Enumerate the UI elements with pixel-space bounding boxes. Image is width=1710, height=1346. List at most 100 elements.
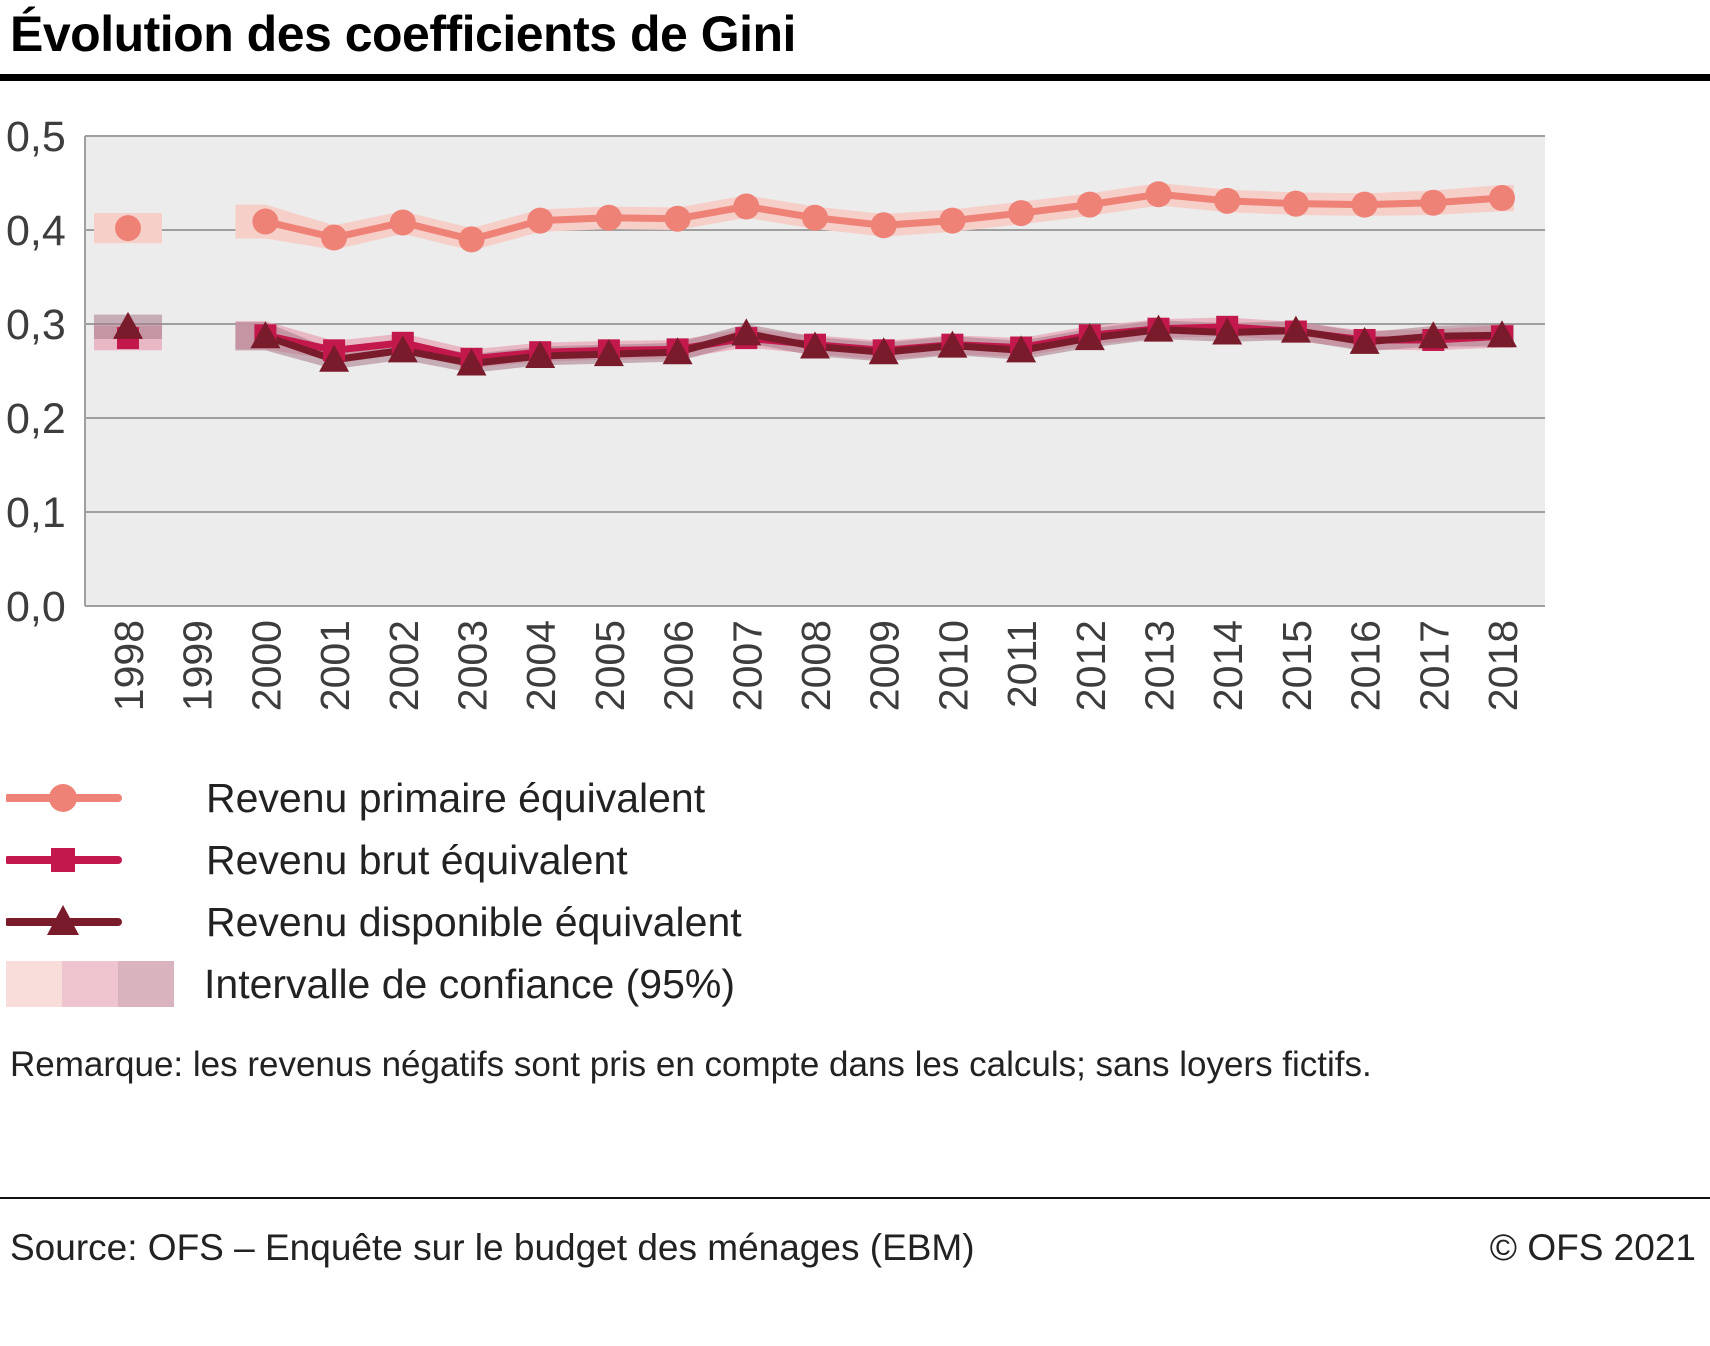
x-tick-label: 1999 (175, 620, 221, 711)
x-tick-label: 2017 (1411, 620, 1457, 711)
marker-triangle (250, 321, 281, 349)
x-tick-label: 2018 (1480, 620, 1526, 711)
marker-triangle (1349, 326, 1380, 354)
marker-circle (733, 193, 760, 220)
x-tick-label: 2015 (1274, 620, 1320, 711)
marker-circle (939, 207, 966, 234)
marker-triangle (1143, 314, 1174, 342)
marker-triangle (937, 330, 968, 358)
marker-circle (321, 224, 348, 251)
legend-sample-0 (6, 773, 174, 823)
marker-triangle (1212, 317, 1243, 345)
x-tick-label: 2003 (450, 620, 496, 711)
square-marker-icon (51, 848, 75, 872)
x-tick-label: 2001 (312, 620, 358, 711)
footer: Source: OFS – Enquête sur le budget des … (0, 1199, 1710, 1269)
marker-circle (458, 226, 485, 253)
marker-triangle (319, 344, 350, 372)
marker-circle (1076, 191, 1103, 218)
y-tick-label: 0,4 (6, 207, 66, 255)
legend-label: Revenu brut équivalent (206, 836, 628, 883)
x-tick-label: 2007 (724, 620, 770, 711)
x-tick-label: 2008 (793, 620, 839, 711)
legend-sample-canvas (6, 961, 174, 1007)
gini-chart-canvas: 0,0 0,1 0,2 0,3 0,4 0,5 1998 1999 2000 2001 2002 20… (6, 113, 1545, 711)
y-tick-label: 0,2 (6, 395, 66, 443)
marker-triangle (1487, 320, 1517, 348)
circle-marker-icon (49, 784, 77, 812)
gini-chart: 0,0 0,1 0,2 0,3 0,4 0,5 1998 1999 2000 2001 2002 20… (0, 81, 1710, 741)
page-title: Évolution des coefficients de Gini (10, 6, 796, 62)
y-tick-label: 0,5 (6, 113, 66, 161)
legend: Revenu primaire équivalent Revenu brut é… (6, 767, 1710, 1015)
footer-rule (0, 1197, 1710, 1199)
marker-triangle (387, 335, 418, 363)
legend-item-disponible: Revenu disponible équivalent (6, 891, 1710, 953)
legend-label: Revenu primaire équivalent (206, 774, 706, 821)
x-tick-label: 2009 (862, 620, 908, 711)
marker-triangle (800, 331, 830, 359)
legend-sample-1 (6, 835, 174, 885)
marker-triangle (868, 337, 899, 365)
marker-triangle (662, 337, 693, 365)
marker-circle (527, 207, 554, 234)
copyright-text: © OFS 2021 (1489, 1227, 1696, 1268)
marker-circle (802, 204, 828, 231)
marker-circle (1351, 191, 1378, 218)
chart-note: Remarque: les revenus négatifs sont pris… (10, 1045, 1372, 1084)
marker-triangle (525, 340, 556, 368)
marker-circle (1145, 181, 1172, 208)
marker-circle (1489, 185, 1515, 212)
marker-circle (115, 215, 141, 242)
marker-circle (595, 204, 622, 231)
title-rule (0, 74, 1710, 81)
legend-item-brut: Revenu brut équivalent (6, 829, 1710, 891)
marker-triangle (1006, 335, 1037, 363)
legend-sample-canvas (6, 784, 122, 812)
confidence-swatch (118, 961, 174, 1007)
triangle-marker-icon (47, 905, 79, 935)
marker-circle (664, 205, 691, 232)
y-tick-label: 0,0 (6, 583, 66, 631)
marker-circle (870, 212, 897, 239)
legend-label: Intervalle de confiance (95%) (204, 960, 736, 1007)
marker-circle (389, 209, 416, 236)
x-tick-label: 2014 (1205, 620, 1251, 711)
marker-triangle (731, 318, 762, 346)
legend-sample-3 (6, 959, 174, 1009)
x-tick-label: 2002 (381, 620, 427, 711)
legend-item-primaire: Revenu primaire équivalent (6, 767, 1710, 829)
x-tick-label: 2013 (1137, 620, 1183, 711)
source-text: Source: OFS – Enquête sur le budget des … (10, 1227, 975, 1268)
x-tick-label: 2016 (1343, 620, 1389, 711)
legend-sample-canvas (6, 848, 122, 872)
legend-item-confidence-interval: Intervalle de confiance (95%) (6, 953, 1710, 1015)
marker-triangle (456, 348, 487, 376)
marker-circle (1420, 189, 1447, 216)
marker-triangle (1074, 323, 1105, 351)
marker-circle (252, 208, 279, 235)
x-tick-label: 2011 (999, 620, 1045, 708)
y-tick-label: 0,3 (6, 301, 66, 349)
y-tick-label: 0,1 (6, 489, 66, 537)
x-tick-label: 2012 (1068, 620, 1114, 711)
marker-triangle (1280, 315, 1311, 343)
x-tick-label: 2004 (518, 620, 564, 711)
marker-circle (1282, 190, 1309, 217)
marker-triangle (113, 311, 143, 339)
confidence-swatch (6, 961, 62, 1007)
legend-sample-2 (6, 897, 174, 947)
confidence-swatch (62, 961, 118, 1007)
x-tick-label: 2010 (930, 620, 976, 711)
page-header: Évolution des coefficients de Gini (0, 0, 1710, 81)
legend-sample-canvas (6, 905, 122, 935)
marker-circle (1214, 187, 1241, 214)
marker-triangle (593, 339, 624, 367)
x-tick-label: 1998 (106, 620, 152, 711)
marker-triangle (1418, 321, 1449, 349)
legend-label: Revenu disponible équivalent (206, 898, 742, 945)
marker-circle (1008, 200, 1035, 227)
x-tick-label: 2000 (243, 620, 289, 711)
x-tick-label: 2006 (656, 620, 702, 711)
x-tick-label: 2005 (587, 620, 633, 711)
